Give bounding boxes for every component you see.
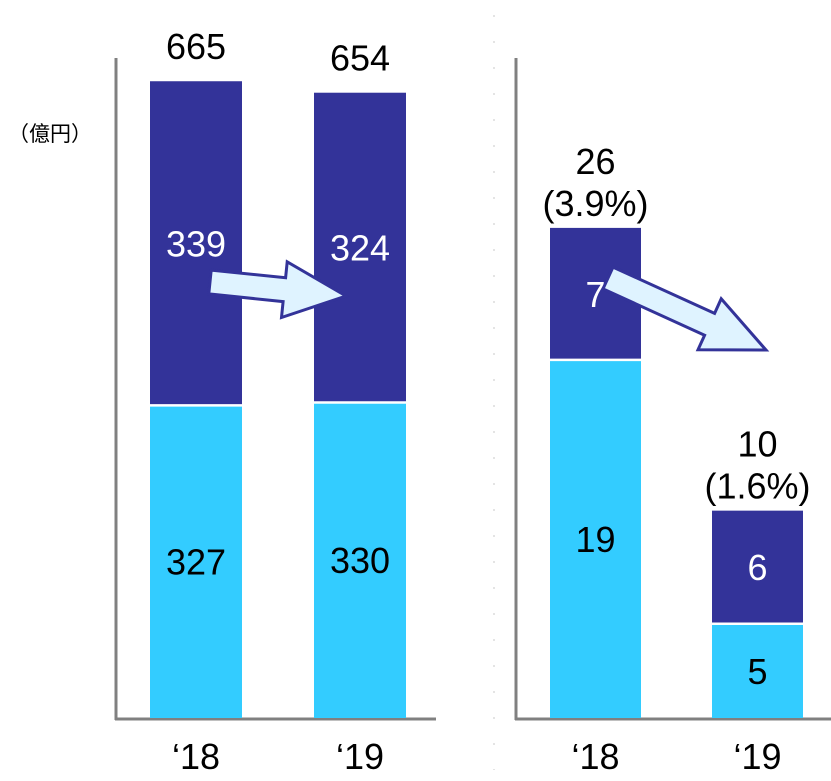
chart2-label-bottom-‘19: 5 xyxy=(747,651,767,692)
chart2-x-tick-‘18: ‘18 xyxy=(571,736,619,777)
chart2-x-tick-‘19: ‘19 xyxy=(733,736,781,777)
chart1-bar-top-‘18 xyxy=(150,81,242,406)
chart2-bar-bottom-‘19 xyxy=(712,623,803,718)
chart2-ratio-‘19: (1.6%) xyxy=(704,466,810,507)
chart2-label-top-‘18: 7 xyxy=(585,274,605,315)
chart1-bar-top-‘19 xyxy=(314,92,406,403)
chart2-ratio-‘18: (3.9%) xyxy=(542,183,648,224)
chart2-total-‘18: 26 xyxy=(575,141,615,182)
chart2-label-top-‘19: 6 xyxy=(747,547,767,588)
chart2-total-‘19: 10 xyxy=(737,424,777,465)
chart1-label-top-‘18: 339 xyxy=(166,223,226,264)
chart1-label-top-‘19: 324 xyxy=(330,228,390,269)
chart2-bar-bottom-‘18 xyxy=(550,359,641,718)
chart1-x-tick-‘19: ‘19 xyxy=(336,736,384,777)
chart1-trend-arrow xyxy=(207,259,350,320)
chart2-trend-arrow xyxy=(601,265,770,352)
chart2-label-bottom-‘18: 19 xyxy=(575,519,615,560)
chart1-label-bottom-‘18: 327 xyxy=(166,542,226,583)
chart1-total-‘18: 665 xyxy=(166,26,226,67)
chart1-bar-bottom-‘19 xyxy=(314,402,406,718)
unit-label: （億円） xyxy=(8,123,92,146)
chart1-total-‘19: 654 xyxy=(330,38,390,79)
chart1-bar-bottom-‘18 xyxy=(150,405,242,718)
chart1-label-bottom-‘19: 330 xyxy=(330,540,390,581)
chart1-x-tick-‘18: ‘18 xyxy=(172,736,220,777)
chart2-bar-top-‘19 xyxy=(712,510,803,624)
